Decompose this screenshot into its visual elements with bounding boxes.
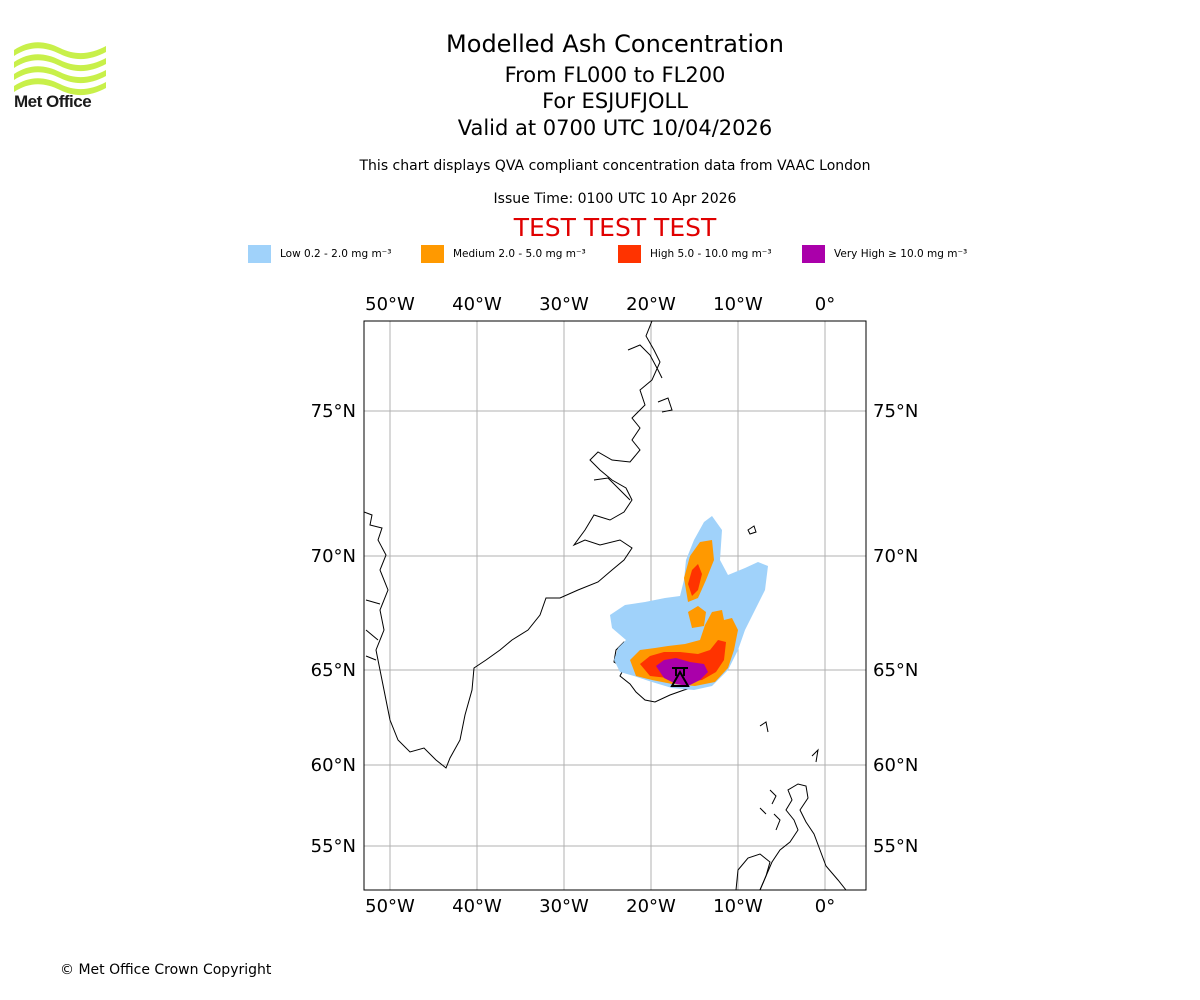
copyright-notice: © Met Office Crown Copyright bbox=[60, 962, 272, 978]
lon-tick-bottom: 40°W bbox=[452, 896, 502, 917]
lon-tick-top: 20°W bbox=[626, 294, 676, 315]
chart-description: This chart displays QVA compliant concen… bbox=[359, 158, 871, 174]
svalbard-fragment bbox=[747, 525, 757, 535]
map-frame bbox=[363, 320, 867, 891]
scotland-islands bbox=[759, 721, 819, 831]
issue-time: Issue Time: 0100 UTC 10 Apr 2026 bbox=[493, 191, 737, 207]
lon-tick-bottom: 10°W bbox=[713, 896, 763, 917]
legend-item-high: High 5.0 - 10.0 mg m⁻³ bbox=[618, 244, 772, 263]
lat-tick-left: 60°N bbox=[311, 755, 356, 776]
legend-swatch-medium bbox=[421, 244, 444, 263]
lat-tick-left: 65°N bbox=[311, 660, 356, 681]
lat-tick-right: 55°N bbox=[873, 836, 918, 857]
chart-title: Modelled Ash Concentration bbox=[446, 30, 784, 58]
lat-tick-right: 60°N bbox=[873, 755, 918, 776]
ash-medium-patch bbox=[688, 606, 706, 628]
lon-tick-bottom: 50°W bbox=[365, 896, 415, 917]
legend-label-medium: Medium 2.0 - 5.0 mg m⁻³ bbox=[453, 247, 586, 260]
ash-high-streak bbox=[688, 564, 702, 596]
ash-very-high-area bbox=[656, 658, 708, 686]
lon-tick-top: 40°W bbox=[452, 294, 502, 315]
legend-label-high: High 5.0 - 10.0 mg m⁻³ bbox=[650, 247, 772, 260]
volcano-marker-icon bbox=[670, 667, 690, 687]
flight-level-range: From FL000 to FL200 bbox=[504, 63, 726, 87]
uk-coastline bbox=[759, 783, 847, 890]
lat-tick-right: 75°N bbox=[873, 401, 918, 422]
lat-tick-left: 75°N bbox=[311, 401, 356, 422]
lat-tick-right: 65°N bbox=[873, 660, 918, 681]
lon-tick-bottom: 20°W bbox=[626, 896, 676, 917]
greenland-coastline bbox=[364, 321, 661, 769]
legend-label-low: Low 0.2 - 2.0 mg m⁻³ bbox=[280, 247, 392, 260]
lon-tick-top: 10°W bbox=[713, 294, 763, 315]
graticule bbox=[364, 321, 866, 890]
legend-item-low: Low 0.2 - 2.0 mg m⁻³ bbox=[248, 244, 391, 263]
legend-swatch-very-high bbox=[802, 244, 825, 263]
test-banner: TEST TEST TEST bbox=[513, 213, 717, 242]
greenland-fjord-a bbox=[627, 344, 663, 379]
met-office-wordmark: Met Office bbox=[14, 92, 92, 111]
lon-tick-top: 30°W bbox=[539, 294, 589, 315]
legend-swatch-high bbox=[618, 244, 641, 263]
lat-tick-left: 70°N bbox=[311, 546, 356, 567]
legend-label-very-high: Very High ≥ 10.0 mg m⁻³ bbox=[834, 247, 968, 260]
legend-swatch-low bbox=[248, 244, 271, 263]
lon-tick-bottom: 0° bbox=[815, 896, 835, 917]
greenland-fjord-b bbox=[657, 397, 673, 413]
lat-tick-right: 70°N bbox=[873, 546, 918, 567]
met-office-logo bbox=[14, 42, 106, 96]
ireland-coastline bbox=[735, 853, 771, 890]
valid-time: Valid at 0700 UTC 10/04/2026 bbox=[457, 116, 773, 140]
volcano-name: For ESJUFJOLL bbox=[542, 89, 688, 113]
greenland-fjord-c bbox=[593, 477, 631, 501]
lon-tick-top: 0° bbox=[815, 294, 835, 315]
greenland-fjord-d bbox=[365, 599, 381, 661]
lon-tick-top: 50°W bbox=[365, 294, 415, 315]
lat-tick-left: 55°N bbox=[311, 836, 356, 857]
legend-item-medium: Medium 2.0 - 5.0 mg m⁻³ bbox=[421, 244, 586, 263]
legend-item-very-high: Very High ≥ 10.0 mg m⁻³ bbox=[802, 244, 967, 263]
lon-tick-bottom: 30°W bbox=[539, 896, 589, 917]
